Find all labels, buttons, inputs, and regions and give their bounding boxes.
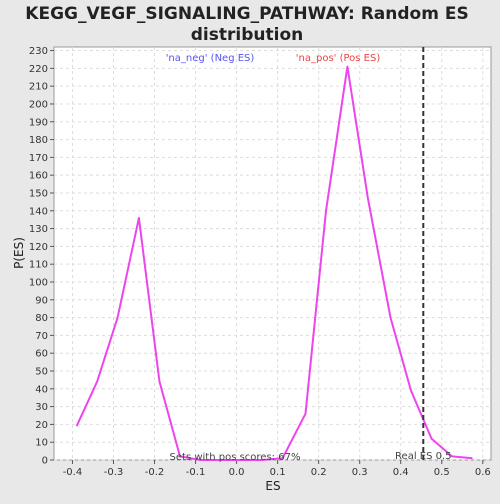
plot-area <box>53 46 492 461</box>
y-tick-label-19: 190 <box>29 117 48 128</box>
y-tick-label-1: 10 <box>35 438 48 449</box>
y-tick-label-12: 120 <box>29 242 48 253</box>
series-layer <box>75 65 473 461</box>
y-tick-label-10: 100 <box>29 277 48 288</box>
y-tick-label-23: 230 <box>29 46 48 57</box>
y-tick-label-4: 40 <box>35 384 48 395</box>
y-tick-label-0: 0 <box>42 456 48 467</box>
y-tick-label-22: 220 <box>29 64 48 75</box>
grid <box>54 47 491 461</box>
y-tick-label-8: 80 <box>35 313 48 324</box>
x-tick-label-6: 0.2 <box>311 467 327 478</box>
y-tick-label-13: 130 <box>29 224 48 235</box>
x-tick-label-10: 0.6 <box>475 467 491 478</box>
legend-pos: 'na_pos' (Pos ES) <box>296 53 381 64</box>
annotation-pos-scores: Sets with pos scores: 67% <box>170 452 301 463</box>
x-tick-label-1: -0.3 <box>104 467 124 478</box>
x-tick-label-7: 0.3 <box>352 467 368 478</box>
x-tick-label-4: 0.0 <box>229 467 245 478</box>
y-tick-label-21: 210 <box>29 82 48 93</box>
x-tick-label-8: 0.4 <box>393 467 409 478</box>
y-tick-label-11: 110 <box>29 260 48 271</box>
y-tick-label-5: 50 <box>35 366 48 377</box>
axis-ticks: 0 10 20 30 40 50 60 70 80 90 100 110 120 130 140 150 160… <box>29 46 491 478</box>
y-tick-label-16: 160 <box>29 171 48 182</box>
y-tick-label-3: 30 <box>35 402 48 413</box>
y-tick-label-6: 60 <box>35 349 48 360</box>
chart-title-line-2: distribution <box>191 25 303 45</box>
real-es-layer: Real ES 0.5 <box>395 47 452 462</box>
legend-neg: 'na_neg' (Neg ES) <box>166 53 255 64</box>
real-es-label: Real ES 0.5 <box>395 451 451 462</box>
y-axis-label: P(ES) <box>12 237 26 269</box>
y-tick-label-18: 180 <box>29 135 48 146</box>
y-tick-label-14: 140 <box>29 206 48 217</box>
x-axis-label: ES <box>265 479 280 493</box>
y-tick-label-2: 20 <box>35 420 48 431</box>
y-tick-label-9: 90 <box>35 295 48 306</box>
y-tick-label-20: 200 <box>29 99 48 110</box>
y-tick-label-17: 170 <box>29 153 48 164</box>
x-tick-label-5: 0.1 <box>270 467 286 478</box>
y-tick-label-7: 70 <box>35 331 48 342</box>
x-tick-label-0: -0.4 <box>63 467 83 478</box>
series-line-0 <box>75 65 473 461</box>
chart-title-line-1: KEGG_VEGF_SIGNALING_PATHWAY: Random ES <box>25 4 468 24</box>
x-tick-label-2: -0.2 <box>145 467 165 478</box>
y-tick-label-15: 150 <box>29 188 48 199</box>
x-tick-label-9: 0.5 <box>434 467 450 478</box>
x-tick-label-3: -0.1 <box>186 467 206 478</box>
